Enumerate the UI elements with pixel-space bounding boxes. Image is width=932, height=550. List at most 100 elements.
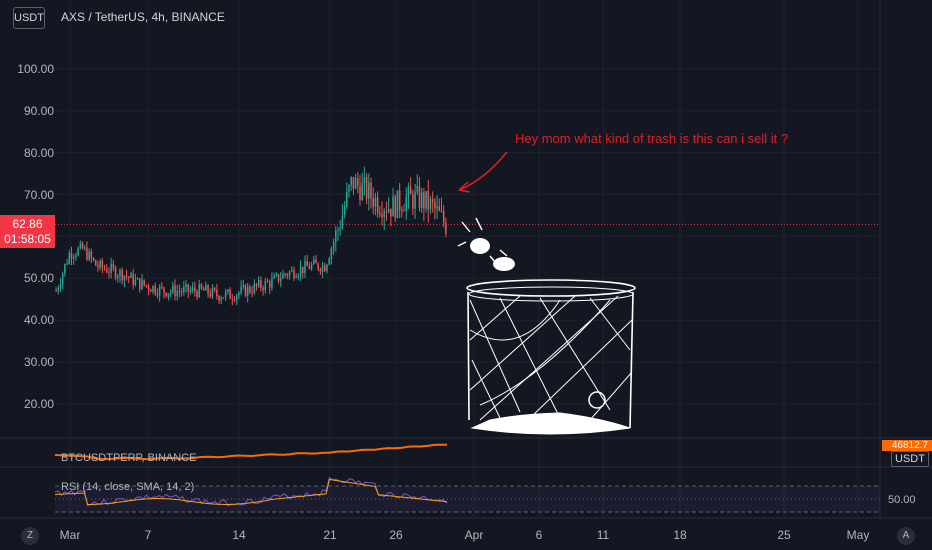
candle-body	[350, 177, 352, 186]
candle-body	[222, 297, 225, 299]
candle-body	[178, 290, 181, 292]
candle-body	[379, 212, 381, 215]
candle-body	[310, 263, 313, 269]
falling-coin	[493, 257, 515, 271]
candle-body	[198, 284, 201, 297]
btc-indicator-label[interactable]: BTCUSDTPERP, BINANCE	[61, 452, 197, 464]
candle-body	[200, 284, 203, 289]
candle-body	[321, 265, 324, 272]
candle-body	[183, 287, 185, 293]
candle-body	[266, 281, 269, 283]
trash-can-net-line	[469, 299, 521, 413]
candle-series	[55, 166, 447, 306]
candle-body	[301, 266, 304, 273]
trash-can-net-line	[469, 299, 561, 341]
x-tick-label: 18	[673, 528, 687, 542]
rsi-ma-line	[54, 478, 448, 505]
bar-countdown: 01:58:05	[4, 232, 51, 246]
candle-body	[330, 248, 333, 259]
candle-body	[150, 289, 152, 292]
candle-body	[101, 260, 104, 268]
candle-body	[304, 261, 306, 273]
candle-body	[187, 284, 190, 292]
candle-body	[423, 192, 425, 209]
candle-body	[368, 182, 370, 199]
candle-body	[335, 230, 337, 242]
candle-body	[343, 206, 346, 216]
candle-body	[205, 285, 207, 291]
chart-annotation-text[interactable]: Hey mom what kind of trash is this can i…	[515, 131, 789, 146]
candle-body	[191, 287, 194, 291]
y-tick-label: 20.00	[23, 397, 54, 411]
candle-body	[275, 274, 278, 276]
candle-body	[297, 275, 300, 278]
candle-body	[365, 177, 368, 199]
candle-body	[290, 269, 293, 272]
candle-body	[66, 263, 68, 265]
candle-body	[75, 255, 77, 257]
auto-scale-button[interactable]: A	[897, 527, 915, 545]
candle-body	[231, 298, 234, 300]
candle-body	[169, 291, 172, 294]
candle-body	[317, 263, 319, 270]
candle-body	[125, 275, 128, 277]
candle-body	[114, 267, 117, 279]
candle-body	[128, 276, 130, 278]
candle-body	[72, 256, 75, 259]
candle-body	[180, 291, 183, 293]
candle-body	[268, 282, 271, 288]
rsi-indicator-label[interactable]: RSI (14, close, SMA, 14, 2)	[61, 481, 195, 493]
candle-body	[55, 290, 57, 292]
candle-body	[103, 267, 106, 269]
candle-body	[209, 293, 212, 297]
motion-line	[461, 221, 471, 233]
x-tick-label: Apr	[464, 528, 484, 542]
candle-body	[158, 286, 161, 296]
candle-body	[202, 288, 205, 291]
candle-body	[392, 196, 394, 217]
scale-currency-badge[interactable]: USDT	[13, 7, 45, 29]
y-tick-label: 70.00	[23, 187, 54, 202]
candle-body	[401, 209, 403, 212]
candle-body	[436, 206, 438, 209]
candle-body	[440, 210, 443, 212]
candle-body	[174, 285, 176, 296]
candle-body	[90, 251, 93, 259]
trash-can-net-line	[499, 297, 561, 419]
candle-body	[134, 279, 137, 285]
candle-body	[163, 287, 165, 293]
motion-line	[457, 241, 467, 247]
candle-body	[227, 289, 229, 292]
candle-body	[279, 278, 282, 282]
candle-body	[213, 288, 216, 290]
rsi-indicator-pane	[54, 476, 880, 513]
zoom-button[interactable]: Z	[21, 527, 39, 545]
candle-body	[194, 287, 196, 292]
trash-can-doodle	[457, 151, 636, 435]
candle-body	[167, 293, 170, 297]
candle-body	[262, 287, 264, 291]
candle-body	[92, 258, 95, 261]
candle-body	[383, 211, 386, 218]
x-tick-label: 11	[596, 528, 610, 542]
candle-body	[385, 211, 388, 213]
candle-body	[196, 291, 198, 297]
motion-line	[499, 249, 508, 257]
candle-body	[240, 286, 242, 293]
x-tick-label: May	[846, 528, 870, 542]
candle-body	[216, 289, 218, 297]
candle-body	[306, 261, 308, 267]
candle-body	[420, 192, 423, 208]
candle-body	[273, 275, 275, 279]
candle-body	[145, 284, 148, 286]
annotation-arrow-head	[458, 181, 471, 193]
candle-body	[136, 278, 139, 280]
candle-body	[86, 247, 88, 260]
candle-body	[341, 215, 344, 229]
btc-unit-badge[interactable]: USDT	[891, 451, 929, 467]
candle-body	[348, 185, 350, 192]
candle-body	[425, 191, 427, 209]
candle-body	[412, 194, 414, 209]
candle-body	[132, 273, 134, 285]
